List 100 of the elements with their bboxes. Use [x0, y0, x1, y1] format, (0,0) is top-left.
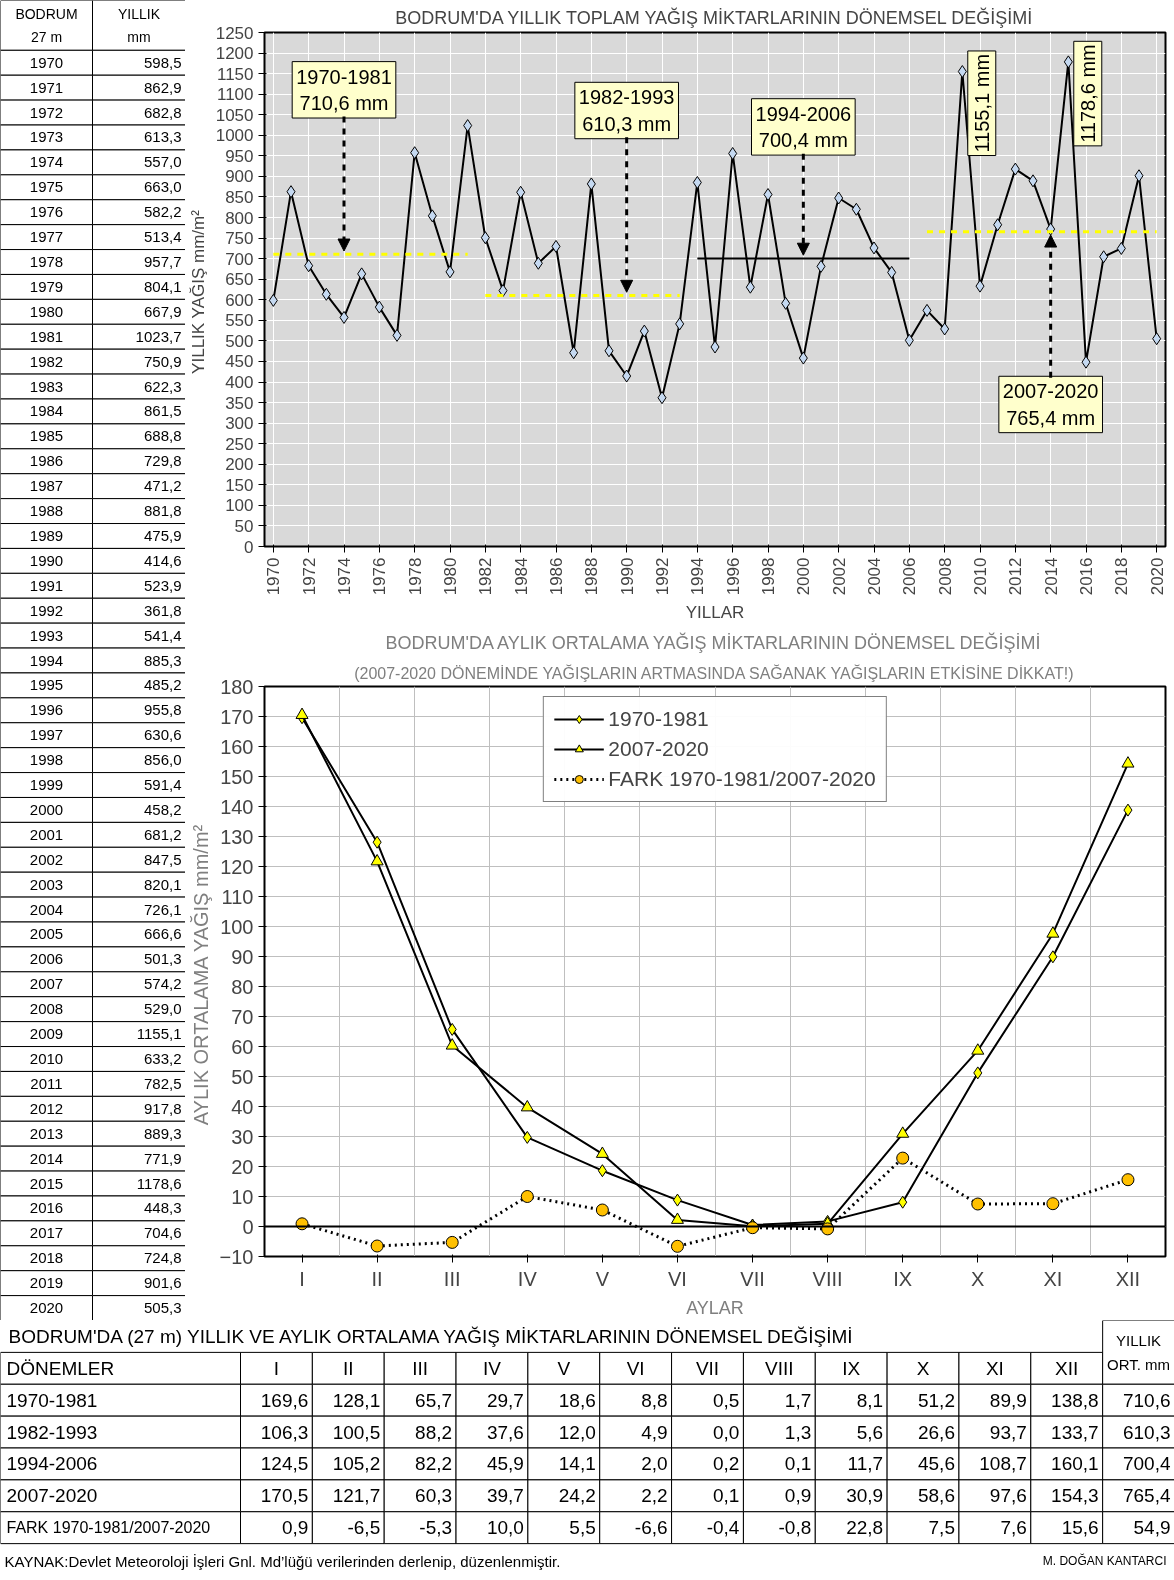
- x-tick-label: VI: [626, 1357, 645, 1379]
- data-label: 5,6: [856, 1421, 884, 1443]
- y-tick-label: 2007: [29, 975, 64, 993]
- y-axis-title: AYLIK ORTALAMA YAĞIŞ mm/m²: [189, 824, 212, 1126]
- y-tick-label: 1984: [29, 402, 64, 420]
- point: [447, 1022, 457, 1036]
- data-label: 1,3: [784, 1421, 812, 1443]
- y-tick-label: 1150: [216, 64, 254, 84]
- y-tick-label: 1998: [29, 751, 64, 769]
- data-label: 688,8: [143, 427, 182, 445]
- data-label: 93,7: [989, 1421, 1027, 1443]
- point: [675, 317, 685, 331]
- data-label: 523,9: [143, 576, 182, 594]
- data-label: 485,2: [143, 676, 182, 694]
- y-tick-label: −10: [219, 1245, 254, 1268]
- data-label: 704,6: [143, 1224, 182, 1242]
- y-axis-title: DÖNEMLER: [6, 1357, 115, 1379]
- y-tick-label: 500: [225, 331, 254, 351]
- x-tick-label: VIII: [765, 1357, 794, 1379]
- data-label: 89,9: [989, 1389, 1027, 1411]
- x-tick-label: 1974: [335, 557, 354, 596]
- point: [898, 1195, 908, 1209]
- x-tick-label: XII: [1055, 1357, 1079, 1379]
- x-tick-label: 2000: [794, 557, 814, 596]
- y-tick-label: 1971: [29, 78, 64, 96]
- data-label: -0,8: [778, 1517, 812, 1539]
- data-label: 804,1: [143, 277, 182, 295]
- x-tick-label: VI: [668, 1267, 687, 1290]
- data-label: -6,5: [347, 1517, 381, 1539]
- data-label: 917,8: [143, 1099, 182, 1117]
- data-label: 37,6: [486, 1421, 524, 1443]
- y-tick-label: 700: [225, 249, 254, 269]
- data-label: 505,3: [143, 1299, 182, 1317]
- data-label: 729,8: [143, 452, 182, 470]
- y-tick-label: 110: [221, 885, 254, 908]
- y-tick-label: 1994: [29, 651, 64, 669]
- point: [445, 1235, 459, 1249]
- data-label: 14,1: [558, 1453, 596, 1475]
- y-tick-label: 1997: [29, 726, 64, 744]
- y-tick-label: 1200: [215, 44, 254, 64]
- data-label: 598,5: [143, 53, 182, 71]
- data-label: 1,7: [784, 1389, 812, 1411]
- data-label: 361,8: [143, 601, 182, 619]
- y-tick-label: 1987: [29, 477, 64, 495]
- y-tick-label: 2020: [29, 1299, 64, 1317]
- y-tick-label: 10: [231, 1185, 254, 1208]
- y-tick-label: 150: [220, 765, 254, 788]
- y-tick-label: 1994-2006: [6, 1453, 98, 1475]
- data-label: 610,3: [1122, 1421, 1171, 1443]
- data-label: 471,2: [143, 477, 182, 495]
- data-label: 889,3: [143, 1124, 182, 1142]
- x-tick-label: 1990: [617, 557, 637, 596]
- y-tick-label: 2011: [30, 1074, 63, 1092]
- data-label: 0,5: [713, 1389, 740, 1411]
- y-tick-label: 2010: [29, 1049, 64, 1067]
- data-label: 2,2: [641, 1485, 668, 1507]
- point: [672, 1193, 682, 1207]
- point: [971, 1043, 985, 1055]
- data-label: 60,3: [415, 1485, 453, 1507]
- data-label: 957,7: [143, 253, 182, 271]
- data-label: -0,4: [706, 1517, 740, 1539]
- point: [445, 265, 455, 279]
- text: M. DOĞAN KANTARCI: [1042, 1553, 1167, 1569]
- y-tick-label: 1991: [29, 576, 64, 594]
- data-label: -6,6: [634, 1517, 668, 1539]
- point: [904, 333, 914, 347]
- point: [463, 119, 473, 133]
- point: [896, 1126, 910, 1138]
- data-label: 88,2: [415, 1421, 453, 1443]
- data-label: 591,4: [143, 776, 182, 794]
- text: KAYNAK:Devlet Meteoroloji İşleri Gnl. Md’lüğü verilerinden derlenip, düzenlenmiştir.: [4, 1552, 561, 1570]
- y-tick-label: 30: [231, 1125, 254, 1148]
- y-tick-label: 1996: [29, 701, 64, 719]
- x-tick-label: VIII: [812, 1267, 843, 1290]
- y-tick-label: 2002: [29, 850, 64, 868]
- data-label: 501,3: [143, 950, 182, 968]
- annotation: 1994-2006 700,4 mm: [755, 102, 852, 152]
- x-tick-label: VII: [740, 1267, 765, 1290]
- y-tick-label: 2003: [29, 875, 64, 893]
- point: [533, 256, 543, 270]
- y-tick-label: 50: [234, 516, 254, 536]
- x-tick-label: II: [342, 1357, 354, 1379]
- y-tick-label: 2004: [29, 900, 64, 918]
- y-tick-label: 2009: [29, 1025, 64, 1043]
- x-tick-label: 2006: [900, 557, 920, 596]
- x-tick-label: 1972: [299, 557, 319, 596]
- annotation: 1155,1 mm: [970, 53, 993, 153]
- x-tick-label: 2008: [935, 557, 955, 596]
- point: [975, 279, 985, 293]
- data-label: 557,0: [143, 153, 182, 171]
- x-tick-label: 1998: [759, 557, 778, 596]
- y-tick-label: 60: [231, 1035, 254, 1058]
- data-label: 782,5: [143, 1074, 182, 1092]
- data-label: 1178,6: [136, 1174, 182, 1192]
- point: [1121, 756, 1135, 768]
- y-tick-label: 150: [225, 475, 254, 495]
- point: [372, 835, 382, 849]
- y-tick-label: 400: [225, 373, 254, 393]
- legend-label: FARK 1970-1981/2007-2020: [608, 767, 876, 791]
- point: [1116, 241, 1126, 255]
